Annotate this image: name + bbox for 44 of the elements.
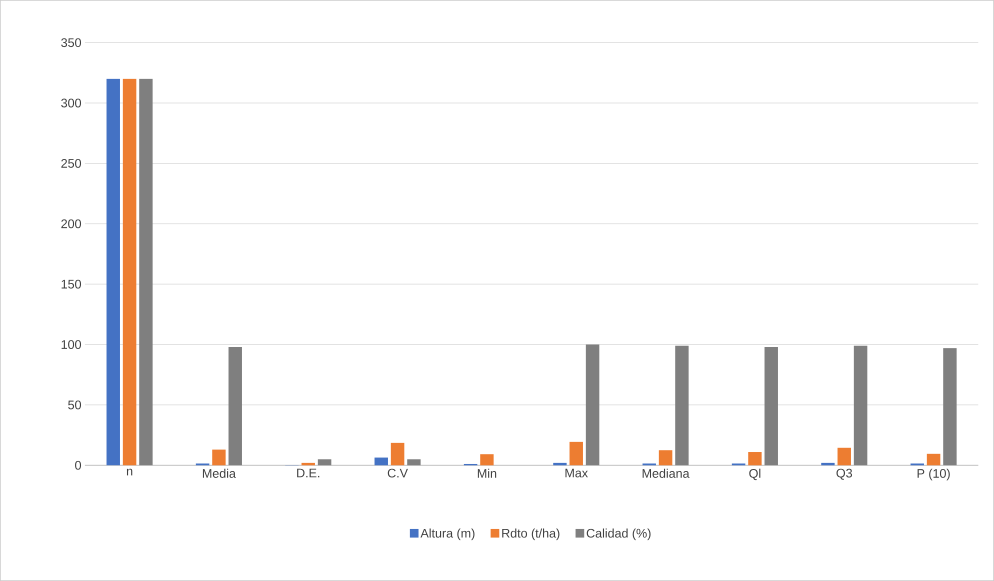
x-tick-label: D.E. [297,468,320,478]
bar [139,78,153,466]
y-tick-label: 300 [61,98,82,108]
x-tick-label: Ql [749,468,760,480]
bar [480,454,494,466]
bar [390,442,404,466]
y-tick-label: 200 [61,219,82,228]
bar [407,459,421,466]
legend-label: Calidad (%) [586,528,651,540]
bar [106,78,120,466]
x-tick-label: n [126,468,132,476]
bar [838,448,851,466]
bar [212,450,226,466]
bar [764,346,778,466]
bar [586,344,600,466]
bar [318,459,332,466]
bar [748,452,762,466]
x-tick-label: C.V [388,468,408,478]
bar [658,450,672,466]
legend-label: Altura (m) [420,528,474,540]
x-tick-label: Mediana [642,468,690,478]
y-tick-label: 150 [62,280,82,289]
y-tick-label: 50 [68,400,82,410]
x-tick-label: P (10) [918,468,950,480]
y-tick-label: 100 [62,340,82,349]
x-tick-label: Max [565,468,588,478]
y-tick-label: 250 [61,158,82,168]
x-tick-label: Media [202,468,236,478]
x-tick-label: Q3 [836,468,852,480]
legend-label: Rdto (t/ha) [502,528,560,540]
bar [926,454,940,466]
y-tick-label: 0 [75,460,82,470]
bar [821,462,835,466]
bar [854,346,868,466]
bar [570,442,583,466]
bar [374,458,388,466]
bar [302,462,315,466]
x-tick-label: Min [478,468,496,478]
bar [228,346,242,466]
y-tick-label: 350 [61,38,82,48]
bar [122,78,136,466]
bar [675,346,689,466]
bar [943,348,957,466]
bar [553,462,567,466]
